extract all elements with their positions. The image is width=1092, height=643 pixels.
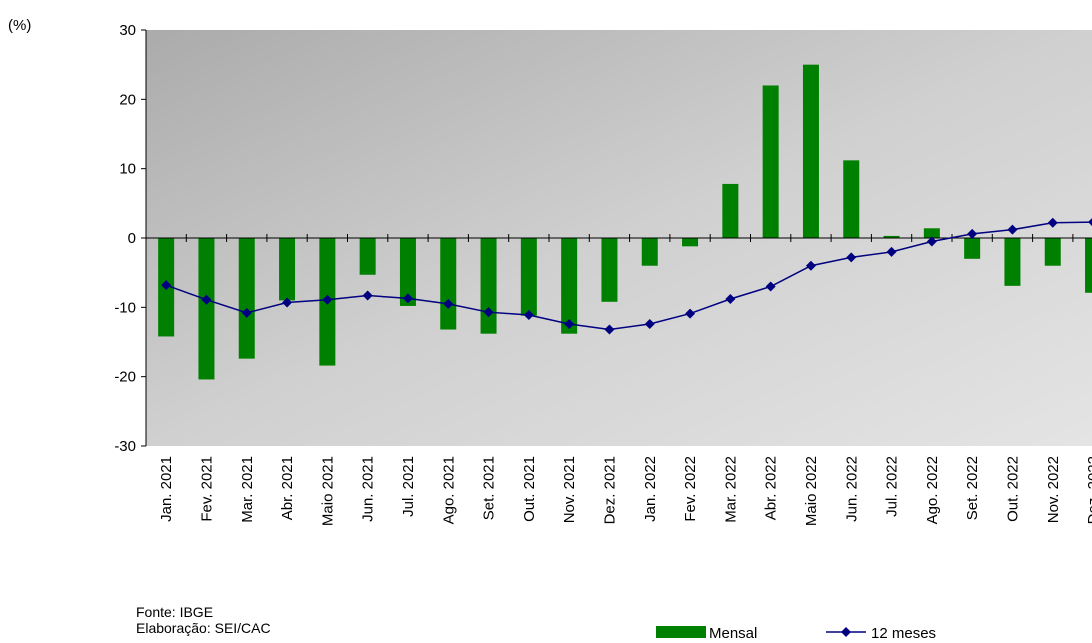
x-labels-group: Jan. 2021 Fev. 2021 Mar. 2021 Abr. 2021 Maio… xyxy=(158,456,1092,526)
x-tick-label: Maio 2021 xyxy=(319,456,336,526)
line-point xyxy=(967,228,978,239)
bar xyxy=(641,238,658,266)
bar xyxy=(440,238,457,330)
x-tick-label: Jan. 2021 xyxy=(158,456,175,522)
bar xyxy=(480,238,497,334)
y-tick-label: 10 xyxy=(119,161,136,178)
y-tick-label: 20 xyxy=(119,91,136,108)
x-tick-label: Ago. 2021 xyxy=(440,456,457,524)
x-tick-label: Nov. 2021 xyxy=(561,456,578,523)
line-point xyxy=(805,260,816,271)
x-tick-label: Fev. 2022 xyxy=(682,456,699,522)
x-tick-label: Jul. 2022 xyxy=(884,456,901,517)
bar xyxy=(561,238,578,334)
y-tick-label: 0 xyxy=(128,230,136,247)
x-tick-label: Jul. 2021 xyxy=(400,456,417,517)
x-tick-label: Mar. 2022 xyxy=(722,456,739,523)
x-tick-label: Dez. 2022 xyxy=(1085,456,1092,524)
line-group xyxy=(161,217,1092,335)
bar xyxy=(279,238,296,301)
x-tick-label: Ago. 2022 xyxy=(924,456,941,524)
line-point xyxy=(765,281,776,292)
x-tick-label: Out. 2022 xyxy=(1004,456,1021,522)
y-axis-group: -30 -20 -10 0 10 20 30 xyxy=(114,22,146,455)
bar xyxy=(843,160,860,238)
x-tick-label: Jun. 2021 xyxy=(360,456,377,522)
x-tick-label: Set. 2022 xyxy=(964,456,981,520)
line-point xyxy=(926,236,937,247)
legend: Mensal 12 meses xyxy=(656,625,936,642)
x-tick-label: Mar. 2021 xyxy=(239,456,256,523)
legend-swatch-mensal xyxy=(656,626,706,638)
bar xyxy=(601,238,618,302)
y-tick-label: -10 xyxy=(114,299,136,316)
bar xyxy=(1085,238,1092,293)
line-point xyxy=(161,280,172,291)
line-point xyxy=(523,309,534,320)
line-point xyxy=(886,246,897,257)
y-tick-label: 30 xyxy=(119,22,136,39)
line-point xyxy=(685,308,696,319)
line-point xyxy=(362,290,373,301)
x-tick-label: Set. 2021 xyxy=(481,456,498,520)
source-note: Fonte: IBGE Elaboração: SEI/CAC xyxy=(136,604,271,636)
x-tick-label: Jun. 2022 xyxy=(843,456,860,522)
bar xyxy=(238,238,255,359)
x-tick-label: Abr. 2021 xyxy=(279,456,296,520)
bar xyxy=(802,64,819,239)
bar xyxy=(682,238,699,247)
line-12-meses xyxy=(165,221,1092,331)
bar xyxy=(964,238,981,259)
line-point xyxy=(644,318,655,329)
x-tick-label: Maio 2022 xyxy=(803,456,820,526)
bar xyxy=(883,235,900,238)
source-line: Fonte: IBGE xyxy=(136,604,214,620)
bar xyxy=(762,85,779,238)
line-point xyxy=(201,294,212,305)
line-point xyxy=(402,293,413,304)
bar xyxy=(1004,238,1021,286)
x-tick-label: Abr. 2022 xyxy=(763,456,780,520)
unit-label: (%) xyxy=(8,17,31,34)
line-point xyxy=(322,294,333,305)
x-tick-label: Dez. 2021 xyxy=(601,456,618,524)
credit-line: Elaboração: SEI/CAC xyxy=(136,620,271,636)
legend-label-mensal: Mensal xyxy=(709,625,757,642)
line-point xyxy=(604,324,615,335)
legend-marker-12-meses xyxy=(841,627,851,637)
bar xyxy=(198,238,215,380)
x-tick-label: Fev. 2021 xyxy=(198,456,215,522)
line-point xyxy=(1088,218,1092,227)
bar xyxy=(399,238,416,306)
line-point xyxy=(241,307,252,318)
bar xyxy=(1044,238,1061,266)
y-tick-label: -30 xyxy=(114,438,136,455)
bar xyxy=(359,238,376,275)
x-tick-label: Nov. 2022 xyxy=(1045,456,1062,523)
line-point xyxy=(846,252,857,263)
line-point xyxy=(564,318,575,329)
line-point xyxy=(1007,224,1018,235)
line-point xyxy=(1047,217,1058,228)
line-point xyxy=(483,307,494,318)
legend-label-12-meses: 12 meses xyxy=(871,625,936,642)
line-point xyxy=(282,297,293,308)
bar xyxy=(520,238,537,316)
x-tick-label: Out. 2021 xyxy=(521,456,538,522)
bar xyxy=(722,183,739,238)
x-tick-label: Jan. 2022 xyxy=(642,456,659,522)
y-tick-label: -20 xyxy=(114,369,136,386)
bar xyxy=(923,228,940,238)
bars-group xyxy=(158,64,1092,380)
line-point xyxy=(725,294,736,305)
line-point xyxy=(443,298,454,309)
